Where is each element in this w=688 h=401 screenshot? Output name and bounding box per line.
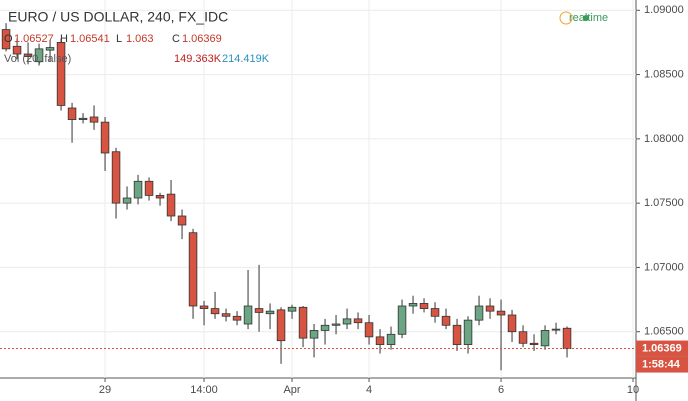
ohlc-value: 1.06527 (14, 33, 54, 45)
x-tick-label: 14:00 (190, 384, 218, 396)
candle-body (56, 42, 66, 106)
x-tick-label: 10 (627, 384, 639, 396)
candle-body (188, 232, 198, 307)
candle-body (342, 318, 352, 325)
candle-body (364, 322, 374, 338)
candle-body (298, 306, 308, 339)
candle-body (177, 215, 187, 226)
y-tick-label: 1.08500 (644, 68, 684, 80)
candle-body (276, 309, 286, 342)
candle-body (199, 305, 209, 309)
candle-body (397, 305, 407, 335)
candle-body (320, 324, 330, 331)
candle-body (243, 305, 253, 325)
candle-body (45, 47, 55, 51)
candle-body (166, 193, 176, 217)
volume-label: Vol (20, false) (4, 53, 71, 65)
y-tick-label: 1.08000 (644, 133, 684, 145)
candle-body (430, 308, 440, 317)
candle-body (353, 318, 363, 324)
candle-body (1, 29, 11, 50)
candle-body (133, 180, 143, 199)
volume-ma-value: 214.419K (222, 53, 270, 65)
candle-body (529, 342, 539, 345)
y-tick-label: 1.07000 (644, 261, 684, 273)
candle-body (452, 324, 462, 345)
ohlc-value: 1.06369 (182, 33, 222, 45)
ohlc-key: L (116, 33, 122, 45)
candle-body (496, 310, 506, 316)
y-tick-label: 1.06500 (644, 326, 684, 338)
ohlc-value: 1.063 (126, 33, 154, 45)
candle-body (331, 323, 341, 326)
candle-body (562, 327, 572, 349)
candle-body (386, 333, 396, 345)
y-tick-label: 1.09000 (644, 4, 684, 16)
candle-body (485, 305, 495, 312)
candle-body (375, 336, 385, 345)
candle-body (34, 48, 44, 63)
candle-body (408, 303, 418, 307)
last-price-box (636, 340, 688, 357)
candle-body (518, 331, 528, 344)
candle-body (265, 310, 275, 315)
candle-body (507, 314, 517, 333)
labels: EURO / US DOLLAR, 240, FX_IDC realtime 1… (4, 4, 688, 396)
x-tick-label: 4 (366, 384, 372, 396)
ohlc-value: 1.06541 (70, 33, 110, 45)
x-tick-label: 29 (99, 384, 111, 396)
candle-body (540, 330, 550, 347)
candle-body (474, 305, 484, 321)
warning-icon[interactable] (559, 11, 573, 25)
x-tick-label: Apr (283, 384, 300, 396)
candles (0, 23, 636, 371)
candle-body (210, 308, 220, 315)
candle-body (441, 315, 451, 326)
y-tick-label: 1.07500 (644, 197, 684, 209)
status-dot (583, 15, 589, 21)
last-price-label: 1.06369 (642, 342, 682, 354)
candle-body (232, 315, 242, 321)
candle-body (89, 116, 99, 123)
candle-body (144, 180, 154, 196)
candle-body (12, 45, 22, 55)
candle-body (463, 319, 473, 345)
candle-body (100, 121, 110, 154)
candle-body (155, 195, 165, 199)
candle-body (111, 151, 121, 204)
candle-body (122, 197, 132, 204)
ohlc-key: H (60, 33, 68, 45)
candle-body (551, 328, 561, 331)
countdown: 1:58:44 (642, 358, 681, 370)
candle-body (23, 53, 33, 57)
candle-body (309, 330, 319, 339)
countdown-box (636, 356, 688, 373)
volume-value: 149.363K (174, 53, 222, 65)
ohlc-key: O (4, 33, 13, 45)
candle-body (419, 303, 429, 309)
x-tick-label: 6 (498, 384, 504, 396)
candle-body (78, 117, 88, 120)
candle-body (287, 306, 297, 312)
candle-body (254, 308, 264, 313)
candle-body (67, 107, 77, 120)
candle-body (221, 313, 231, 317)
chart-title: EURO / US DOLLAR, 240, FX_IDC (8, 9, 228, 25)
ohlc-key: C (172, 33, 180, 45)
